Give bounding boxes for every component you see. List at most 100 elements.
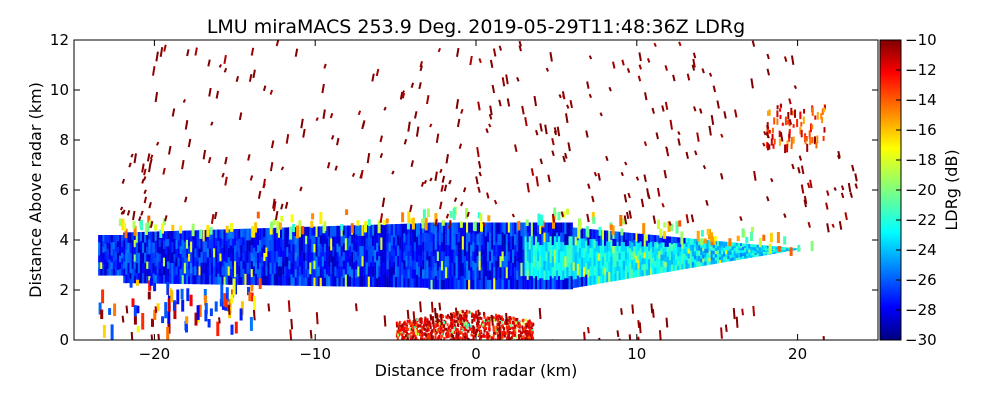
- cloud-cell: [499, 233, 502, 246]
- clutter-cell: [474, 313, 477, 317]
- cloud-cell: [482, 275, 486, 290]
- cloud-edge-cell: [269, 224, 273, 235]
- cloud-cell: [608, 230, 611, 242]
- cloud-cell: [599, 245, 603, 254]
- cloud-cell: [562, 260, 565, 271]
- cloud-cell: [618, 231, 621, 240]
- cloud-cell: [702, 243, 705, 248]
- speckle: [478, 171, 482, 177]
- cloud-cell: [612, 266, 615, 275]
- cloud-cell: [242, 236, 245, 246]
- speckle: [148, 201, 152, 209]
- cloud-cell: [581, 266, 584, 277]
- cloud-cell: [275, 239, 279, 252]
- cloud-cell: [499, 244, 502, 257]
- cloud-cell: [650, 241, 653, 249]
- cloud-cell: [704, 256, 707, 262]
- cloud-cell: [152, 272, 155, 284]
- cloud-cell: [564, 266, 567, 279]
- cloud-edge-cell: [401, 212, 405, 223]
- cloud-cell: [604, 230, 607, 239]
- cloud-cell: [139, 257, 143, 267]
- cloud-cell: [700, 254, 703, 259]
- cloud-cell: [719, 241, 722, 245]
- cloud-cell: [409, 276, 412, 288]
- ground-speckle: [658, 330, 662, 340]
- cloud-cell: [344, 237, 348, 251]
- cloud-cell: [539, 244, 542, 257]
- upper-cell: [804, 137, 807, 145]
- cloud-cell: [106, 255, 109, 263]
- cloud-cell: [545, 222, 548, 233]
- speckle: [441, 175, 446, 183]
- clutter-cell: [462, 333, 465, 337]
- cloud-cell: [666, 256, 669, 262]
- speckle: [391, 170, 395, 175]
- cloud-cell: [426, 232, 429, 242]
- clutter-cell: [433, 325, 435, 329]
- upper-cell: [811, 107, 814, 116]
- cloud-cell: [572, 270, 575, 280]
- cloud-cell: [737, 256, 741, 260]
- cloud-cell: [156, 252, 159, 263]
- upper-cell: [767, 126, 769, 133]
- cloud-cell: [382, 224, 385, 238]
- speckle: [168, 145, 172, 155]
- cloud-cell: [227, 275, 230, 285]
- cloud-cell: [171, 262, 174, 274]
- clutter-cell: [426, 318, 429, 322]
- cloud-cell: [737, 247, 741, 251]
- clutter-cell: [502, 330, 505, 333]
- cloud-cell: [277, 256, 281, 267]
- cloud-cell: [432, 222, 435, 235]
- cloud-edge-cell: [310, 220, 314, 228]
- cloud-cell: [568, 262, 571, 277]
- cloud-cell: [771, 251, 774, 254]
- cloud-cell: [313, 268, 316, 278]
- cloud-cell: [564, 233, 567, 246]
- cloud-cell: [298, 246, 302, 257]
- cloud-cell: [374, 261, 377, 275]
- cloud-cell: [204, 229, 207, 242]
- cloud-edge-cell: [751, 226, 754, 233]
- speckle: [640, 198, 645, 208]
- cloud-cell: [340, 235, 343, 247]
- upper-cell: [768, 129, 771, 134]
- speckle: [686, 73, 691, 81]
- speckle: [357, 110, 362, 116]
- clutter-cell: [424, 333, 427, 337]
- cloud-cell: [532, 277, 536, 290]
- cloud-cell: [781, 247, 784, 249]
- cloud-cell: [687, 243, 690, 249]
- cloud-cell: [459, 275, 463, 290]
- upper-cell: [792, 136, 795, 144]
- cloud-cell: [185, 239, 189, 249]
- cloud-cell: [562, 241, 565, 252]
- cloud-cell: [307, 235, 310, 245]
- speckle: [218, 63, 222, 68]
- cloud-cell: [775, 249, 778, 251]
- clutter-cell: [398, 326, 401, 330]
- cloud-cell: [679, 260, 682, 266]
- speckle: [599, 112, 603, 117]
- cloud-cell: [248, 228, 251, 241]
- cloud-cell: [351, 251, 354, 261]
- cloud-cell: [685, 251, 688, 256]
- cloud-cell: [647, 242, 651, 252]
- clutter-cell: [428, 322, 431, 326]
- cloud-cell: [549, 249, 552, 263]
- speckle: [210, 121, 214, 126]
- cloud-cell: [558, 249, 561, 263]
- cloud-cell: [739, 254, 743, 258]
- cloud-cell: [601, 230, 605, 240]
- cloud-cell: [190, 241, 193, 253]
- cloud-cell: [474, 262, 477, 277]
- clutter-cell: [477, 327, 480, 331]
- cloud-cell: [315, 265, 318, 277]
- cloud-cell: [144, 242, 147, 253]
- cloud-edge-cell: [345, 209, 349, 216]
- cloud-cell: [775, 247, 778, 249]
- cloud-cell: [731, 245, 734, 251]
- cloud-cell: [252, 256, 256, 267]
- cloud-cell: [349, 265, 352, 277]
